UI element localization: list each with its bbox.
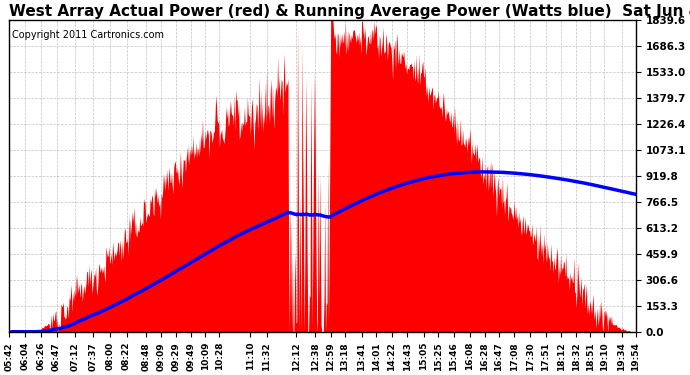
Text: West Array Actual Power (red) & Running Average Power (Watts blue)  Sat Jun 4 19: West Array Actual Power (red) & Running … [9, 4, 690, 19]
Text: Copyright 2011 Cartronics.com: Copyright 2011 Cartronics.com [12, 30, 164, 40]
